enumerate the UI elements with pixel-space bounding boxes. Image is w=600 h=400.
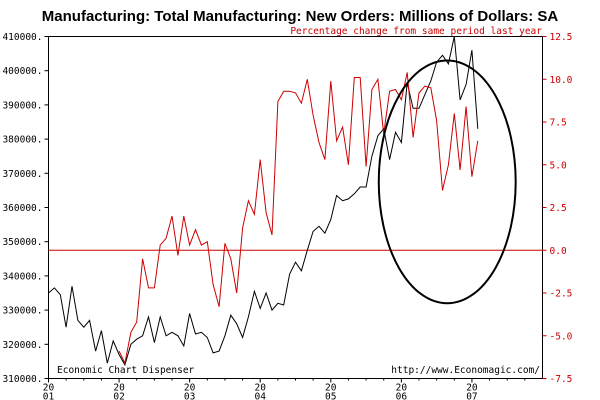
- x-tick-label-year: 02: [113, 392, 124, 400]
- series-line-pct-change: [118, 72, 479, 365]
- chart-title: Manufacturing: Total Manufacturing: New …: [42, 8, 559, 25]
- x-tick-label-year: 07: [466, 392, 477, 400]
- x-tick-label-century: 20: [466, 383, 478, 394]
- left-tick-label: 360000.: [2, 203, 42, 214]
- chart-subtitle: Percentage change from same period last …: [290, 26, 542, 37]
- left-tick-label: 340000.: [2, 271, 42, 282]
- left-axis: 310000. 320000. 330000. 340000. 350000. 36000…: [2, 32, 49, 385]
- x-tick-label-year: 05: [325, 392, 336, 400]
- credit-right: http://www.Economagic.com/: [391, 365, 540, 376]
- left-tick-label: 410000.: [2, 32, 42, 43]
- right-tick-label: 0.0: [550, 246, 567, 257]
- credit-left: Economic Chart Dispenser: [57, 365, 195, 376]
- right-axis: -7.5 -5.0 -2.5 0.0 2.5 5.0 7.5 10.0 12.5: [542, 32, 573, 385]
- left-tick-label: 390000.: [2, 100, 42, 111]
- right-tick-label: -2.5: [550, 289, 573, 300]
- right-tick-label: 5.0: [550, 160, 567, 171]
- x-tick-label-year: 04: [254, 392, 266, 400]
- x-tick-label-year: 01: [43, 392, 55, 400]
- left-tick-label: 370000.: [2, 169, 42, 180]
- right-tick-label: -7.5: [550, 374, 573, 385]
- left-tick-label: 330000.: [2, 306, 42, 317]
- x-tick-label-century: 20: [325, 383, 337, 394]
- x-tick-label-century: 20: [113, 383, 125, 394]
- x-tick-label-century: 20: [184, 383, 196, 394]
- right-tick-label: 12.5: [550, 32, 573, 43]
- x-tick-label-century: 20: [43, 383, 55, 394]
- annotation-ellipse: [377, 59, 517, 305]
- left-tick-label: 380000.: [2, 135, 42, 146]
- x-tick-label-century: 20: [396, 383, 408, 394]
- x-tick-label-century: 20: [254, 383, 266, 394]
- x-tick-label-year: 03: [184, 392, 195, 400]
- series-layer: [48, 36, 479, 367]
- right-tick-label: 7.5: [550, 118, 567, 129]
- x-tick-label-year: 06: [396, 392, 408, 400]
- series-line-new-orders: [48, 36, 479, 367]
- right-tick-label: 10.0: [550, 75, 573, 86]
- left-tick-label: 320000.: [2, 340, 42, 351]
- right-tick-label: 2.5: [550, 203, 567, 214]
- left-tick-label: 400000.: [2, 66, 42, 77]
- left-tick-label: 310000.: [2, 374, 42, 385]
- left-tick-label: 350000.: [2, 237, 42, 248]
- right-tick-label: -5.0: [550, 331, 573, 342]
